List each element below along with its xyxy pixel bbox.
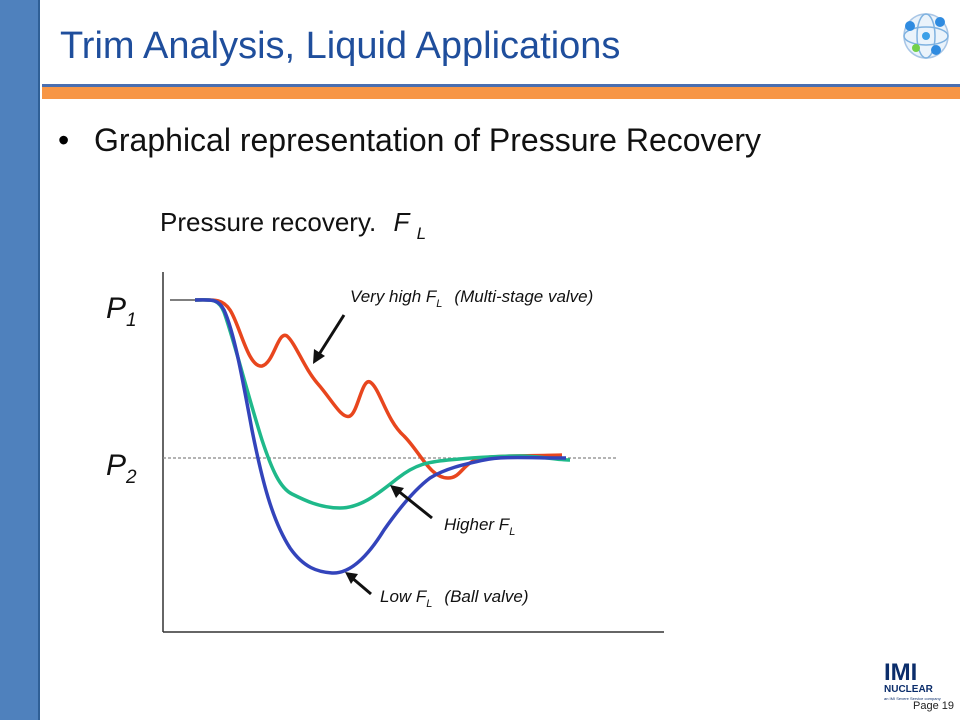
p1-label: P1	[106, 292, 137, 331]
left-accent-bar	[0, 0, 40, 720]
globe-logo-icon	[903, 13, 949, 59]
very-high-arrow	[316, 314, 346, 357]
very-high-fl-curve	[194, 298, 563, 480]
low-arrowhead-icon	[345, 572, 358, 584]
title-rule-blue	[42, 84, 960, 87]
svg-text:IMI: IMI	[884, 659, 917, 686]
low-fl-label: Low FL (Ball valve)	[380, 587, 529, 610]
higher-arrow	[396, 488, 433, 520]
page-number: Page 19	[913, 700, 954, 712]
title-rule-orange	[42, 87, 960, 99]
bullet-marker: •	[58, 122, 70, 158]
low-fl-curve	[194, 298, 567, 575]
very-high-arrowhead-icon	[313, 349, 325, 364]
higher-arrowhead-icon	[390, 485, 404, 498]
low-arrow	[350, 575, 372, 596]
imi-nuclear-logo: IMI NUCLEAR an IMI Severe Service compan…	[884, 659, 941, 701]
bullet-text: Graphical representation of Pressure Rec…	[94, 122, 761, 158]
p2-label: P2	[106, 449, 137, 488]
higher-fl-label: Higher FL	[444, 515, 515, 538]
svg-text:an IMI Severe Service company: an IMI Severe Service company	[884, 696, 941, 701]
slide-title: Trim Analysis, Liquid Applications	[60, 25, 621, 67]
very-high-fl-label: Very high FL (Multi-stage valve)	[350, 287, 593, 310]
figure-title: Pressure recovery. F L	[160, 207, 426, 243]
svg-text:NUCLEAR: NUCLEAR	[884, 684, 934, 695]
